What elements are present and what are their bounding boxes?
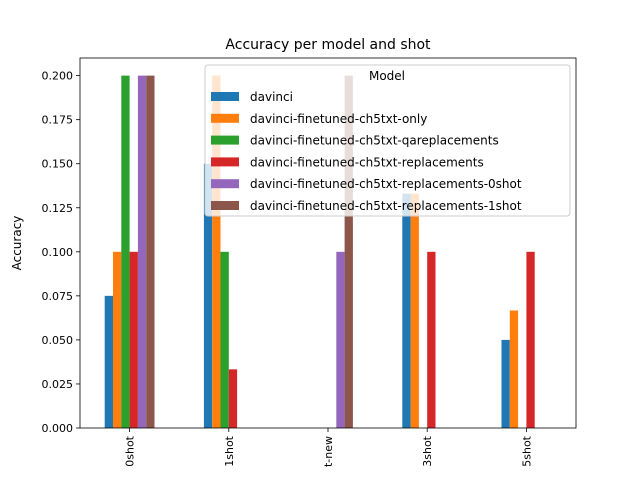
bar-5shot-1 bbox=[509, 310, 519, 428]
y-tick-label: 0.200 bbox=[42, 70, 74, 83]
bar-0shot-2 bbox=[121, 75, 130, 428]
legend-label-4: davinci-finetuned-ch5txt-replacements-0s… bbox=[250, 177, 522, 191]
bar-3shot-1 bbox=[410, 193, 419, 428]
y-tick-label: 0.000 bbox=[42, 422, 74, 435]
bar-5shot-3 bbox=[526, 251, 535, 428]
bar-3shot-3 bbox=[427, 251, 436, 428]
y-axis-label: Accuracy bbox=[10, 216, 24, 271]
bar-1shot-3 bbox=[228, 369, 238, 428]
bar-5shot-0 bbox=[501, 339, 510, 428]
legend-label-5: davinci-finetuned-ch5txt-replacements-1s… bbox=[250, 199, 522, 213]
bar-0shot-5 bbox=[146, 75, 155, 428]
bar-0shot-3 bbox=[129, 251, 138, 428]
y-tick-label: 0.100 bbox=[42, 246, 74, 259]
legend-swatch-3 bbox=[211, 157, 239, 167]
legend-swatch-1 bbox=[211, 113, 239, 123]
legend-swatch-2 bbox=[211, 135, 239, 145]
legend-swatch-5 bbox=[211, 201, 239, 210]
bar-1shot-1 bbox=[212, 75, 221, 428]
bars-group bbox=[104, 75, 535, 428]
bar-t-new-5 bbox=[344, 75, 353, 428]
y-tick-label: 0.150 bbox=[42, 158, 74, 171]
legend-title: Model bbox=[369, 69, 405, 83]
x-tick-label: 5shot bbox=[520, 435, 533, 466]
chart-title: Accuracy per model and shot bbox=[225, 37, 431, 53]
x-tick-label: 1shot bbox=[223, 435, 236, 466]
bar-0shot-1 bbox=[113, 251, 122, 428]
bar-t-new-4 bbox=[336, 251, 345, 428]
y-tick-label: 0.050 bbox=[42, 334, 74, 347]
bar-3shot-0 bbox=[402, 193, 411, 428]
legend: Model davinci davinci-finetuned-ch5txt-onl… bbox=[204, 64, 571, 217]
bar-1shot-0 bbox=[203, 163, 213, 428]
y-tick-label: 0.075 bbox=[42, 290, 74, 303]
bar-1shot-2 bbox=[220, 251, 229, 428]
legend-swatch-4 bbox=[211, 179, 239, 189]
bar-0shot-0 bbox=[104, 295, 113, 428]
legend-label-1: davinci-finetuned-ch5txt-only bbox=[250, 112, 427, 126]
y-tick-label: 0.025 bbox=[42, 378, 74, 391]
legend-label-2: davinci-finetuned-ch5txt-qareplacements bbox=[250, 134, 499, 148]
y-tick-label: 0.125 bbox=[42, 202, 74, 215]
legend-label-3: davinci-finetuned-ch5txt-replacements bbox=[250, 155, 484, 169]
legend-label-0: davinci bbox=[250, 90, 293, 104]
y-tick-label: 0.175 bbox=[42, 114, 74, 127]
axes-group: 0.000 0.025 0.050 0.075 0.100 0.125 0.150 0.175… bbox=[42, 57, 577, 467]
legend-swatch-0 bbox=[211, 92, 239, 101]
x-tick-label: t-new bbox=[322, 436, 335, 467]
x-tick-label: 3shot bbox=[421, 435, 434, 466]
legend-box bbox=[204, 64, 571, 217]
bar-0shot-4 bbox=[137, 75, 147, 428]
x-tick-label: 0shot bbox=[124, 435, 137, 466]
